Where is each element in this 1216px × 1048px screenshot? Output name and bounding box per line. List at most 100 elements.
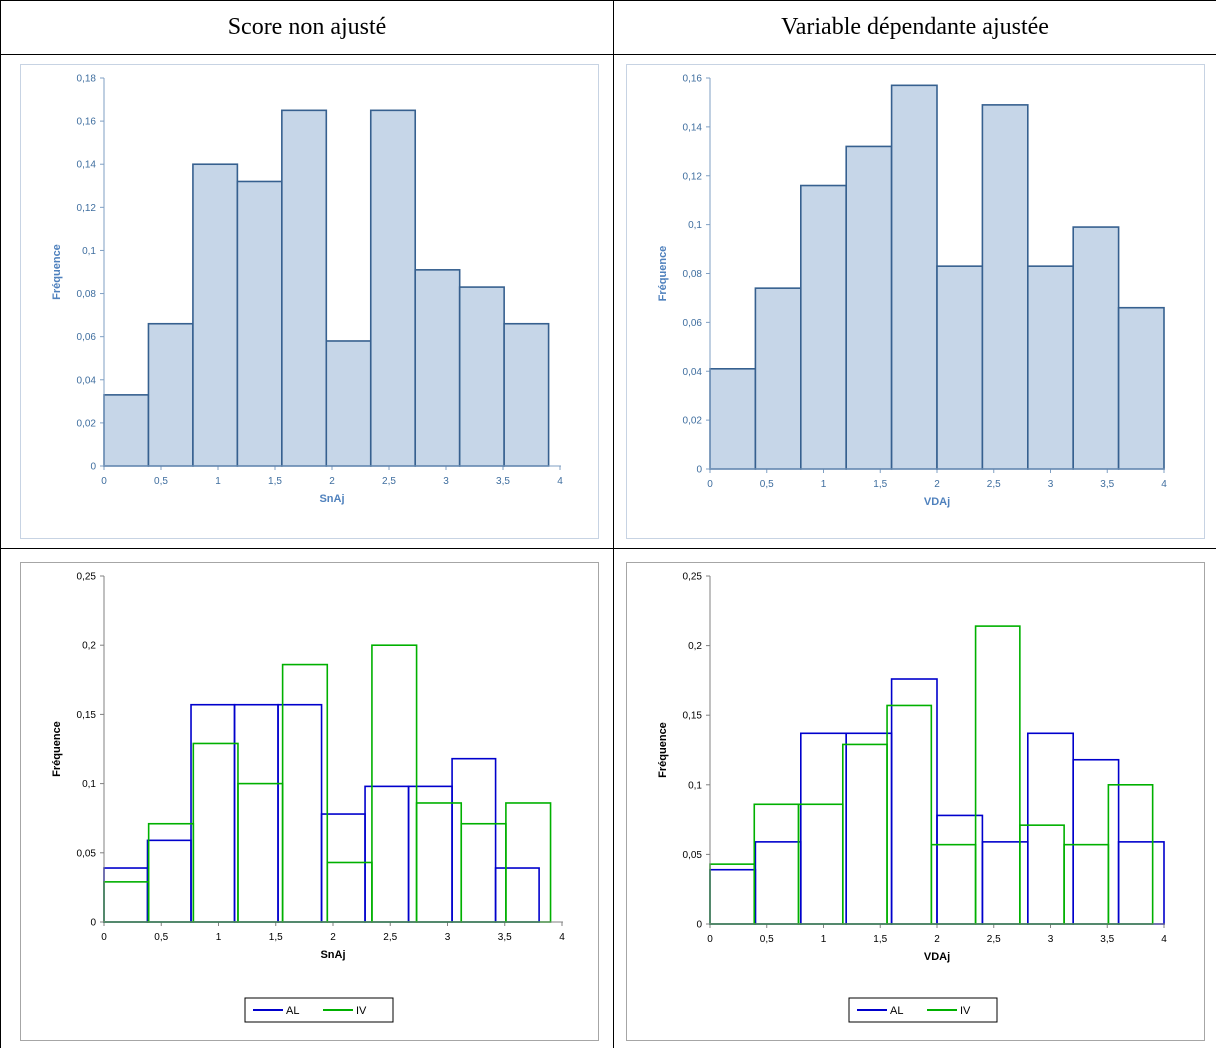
column-header-right: Variable dépendante ajustée [781,13,1049,40]
table-border-top [0,0,1216,1]
y-tick-label: 0,14 [683,122,703,133]
histogram-bar [103,394,150,467]
x-tick-label: 3,5 [1100,934,1114,945]
x-tick-label: 2,5 [987,934,1001,945]
x-tick-label: 1,5 [873,479,887,490]
y-tick-label: 0,14 [77,160,97,171]
histogram-bar [503,322,550,467]
histogram-bar [369,109,417,467]
x-tick-label: 2 [934,934,940,945]
histogram-snaj-by-group: 0 0,05 0,1 0,15 0,2 0,25 0 0,5 1 1,5 2 2,5 3 3,5 4 SnAj… [20,562,599,1041]
x-axis-title: VDAj [924,951,950,963]
x-tick-label: 3,5 [498,932,512,943]
histogram-bar [325,340,372,467]
x-tick-label: 3 [445,932,451,943]
x-tick-label: 1,5 [873,934,887,945]
y-tick-label: 0,1 [688,780,702,791]
histogram-bar [414,269,461,467]
histogram-vdaj-by-group: 0 0,05 0,1 0,15 0,2 0,25 0 0,5 1 1,5 2 2,5 3 3,5 4 VDAj… [626,562,1205,1041]
y-tick-label: 0,1 [688,220,702,231]
y-tick-label: 0,06 [683,318,703,329]
legend-label-al: AL [890,1005,903,1017]
x-tick-label: 1,5 [268,476,282,487]
histogram-bar [890,84,938,470]
y-tick-label: 0,08 [77,289,97,300]
y-tick-label: 0 [696,465,702,476]
x-tick-label: 0 [101,932,107,943]
x-tick-label: 3,5 [1100,479,1114,490]
x-tick-label: 3,5 [496,476,510,487]
y-tick-label: 0,02 [77,418,97,429]
y-axis-title: Fréquence [51,721,63,777]
x-tick-label: 2,5 [383,932,397,943]
y-tick-label: 0,15 [77,710,97,721]
histogram-bar [192,163,239,467]
x-tick-label: 1 [821,934,827,945]
x-tick-label: 4 [1161,479,1167,490]
histogram-bar [709,368,757,470]
y-tick-label: 0,12 [77,203,97,214]
x-tick-label: 4 [557,476,563,487]
y-tick-label: 0,06 [77,332,97,343]
histogram-bar [147,322,194,467]
y-tick-label: 0,04 [77,375,97,386]
column-header-left: Score non ajusté [227,13,387,40]
histogram-snaj: 0 0,02 0,04 0,06 0,08 0,1 0,12 0,14 0,16 0,18 0 0,5… [20,64,599,539]
x-tick-label: 4 [559,932,565,943]
legend-label-iv: IV [356,1005,367,1017]
x-tick-label: 2,5 [382,476,396,487]
y-axis-title: Fréquence [51,244,63,300]
legend-label-iv: IV [960,1005,971,1017]
y-tick-label: 0,02 [683,416,703,427]
histogram-bar [936,265,984,470]
x-tick-label: 0 [707,934,713,945]
x-tick-label: 0 [101,476,107,487]
table-border-left [0,0,1,1048]
y-tick-label: 0 [90,918,96,929]
y-tick-label: 0,18 [77,74,97,85]
y-tick-label: 0,2 [82,641,96,652]
y-tick-label: 0,25 [77,572,97,583]
y-tick-label: 0,16 [77,117,97,128]
x-tick-label: 2 [934,479,940,490]
x-axis-title: VDAj [924,496,950,508]
histogram-bar [845,145,893,470]
y-tick-label: 0,05 [683,850,703,861]
y-tick-label: 0,25 [683,572,703,583]
histogram-bar [458,286,505,467]
x-tick-label: 4 [1161,934,1167,945]
x-tick-label: 3 [1048,479,1054,490]
y-tick-label: 0,08 [683,269,703,280]
y-axis-title: Fréquence [657,246,669,302]
histogram-bar [236,180,283,467]
table-divider-vertical [613,0,614,1048]
x-tick-label: 2 [329,476,335,487]
chart-frame [20,562,599,1041]
histogram-vdaj: 0 0,02 0,04 0,06 0,08 0,1 0,12 0,14 0,16 0 0,5 1 1,5… [626,64,1205,539]
y-tick-label: 0,2 [688,641,702,652]
y-tick-label: 0,16 [683,74,703,85]
x-tick-label: 0,5 [154,476,168,487]
histogram-bar [981,104,1029,470]
table-divider-header [0,54,1216,55]
x-tick-label: 1 [216,932,222,943]
x-tick-label: 1,5 [269,932,283,943]
x-tick-label: 0,5 [760,934,774,945]
y-tick-label: 0 [90,462,96,473]
x-tick-label: 3 [1048,934,1054,945]
x-tick-label: 2,5 [987,479,1001,490]
x-tick-label: 1 [215,476,221,487]
x-tick-label: 2 [330,932,336,943]
histogram-bar [1072,226,1120,470]
x-axis-title: SnAj [320,949,345,961]
y-tick-label: 0,1 [82,246,96,257]
histogram-bar [281,109,328,467]
y-axis-title: Fréquence [657,722,669,778]
x-tick-label: 1 [821,479,827,490]
y-tick-label: 0,05 [77,848,97,859]
histogram-bar [754,287,802,470]
x-tick-label: 0,5 [154,932,168,943]
x-tick-label: 0,5 [760,479,774,490]
y-tick-label: 0,15 [683,711,703,722]
legend-label-al: AL [286,1005,299,1017]
